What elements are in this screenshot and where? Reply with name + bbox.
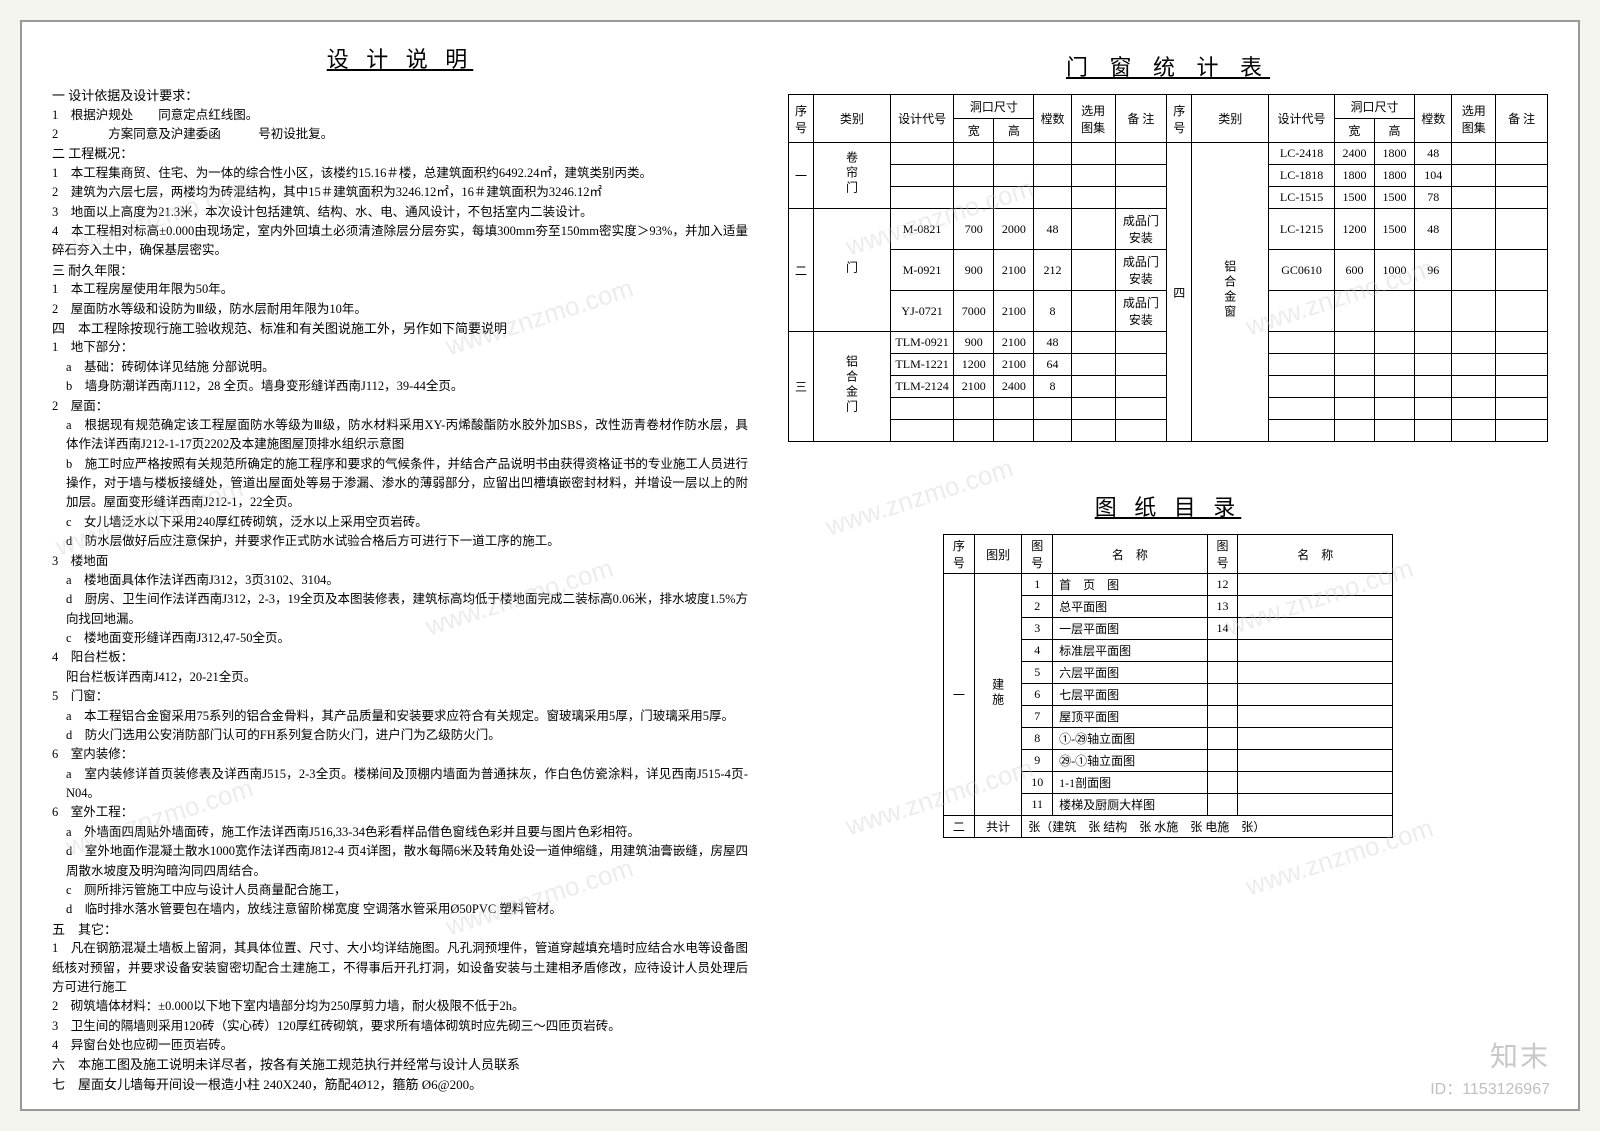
drawing-index-title: 图 纸 目 录 <box>788 490 1548 522</box>
p: a 基础：砖砌体详见结施 分部说明。 <box>52 358 748 377</box>
p: 3 卫生间的隔墙则采用120砖（实心砖）120厚红砖砌筑，要求所有墙体砌筑时应先… <box>52 1017 748 1036</box>
p: b 墙身防潮详西南J112，28 全页。墙身变形缝详西南J112，39-44全页… <box>52 377 748 396</box>
p: a 楼地面具体作法详西南J312，3页3102、3104。 <box>52 571 748 590</box>
design-notes-body: 一 设计依据及设计要求： 1 根据沪规处 同意定点红线图。 2 方案同意及沪建委… <box>52 86 748 1094</box>
p: 4 阳台栏板： <box>52 648 748 667</box>
window-stat-table: 序号类别设计代号洞口尺寸樘数选用图集备 注序号类别设计代号洞口尺寸樘数选用图集备… <box>788 94 1548 442</box>
p: a 外墙面四周贴外墙面砖，施工作法详西南J516,33-34色彩看样品借色窗线色… <box>52 823 748 842</box>
right-column: 门 窗 统 计 表 序号类别设计代号洞口尺寸樘数选用图集备 注序号类别设计代号洞… <box>788 42 1548 1089</box>
p: a 室内装修详首页装修表及详西南J515，2-3全页。楼梯间及顶棚内墙面为普通抹… <box>52 765 748 804</box>
p: 6 室内装修： <box>52 745 748 764</box>
p: 1 地下部分： <box>52 338 748 357</box>
p: c 女儿墙泛水以下采用240厚红砖砌筑，泛水以上采用空页岩砖。 <box>52 513 748 532</box>
p: 6 室外工程： <box>52 803 748 822</box>
p: 5 门窗： <box>52 687 748 706</box>
p: d 防火门选用公安消防部门认可的FH系列复合防火门，进户门为乙级防火门。 <box>52 726 748 745</box>
p: 2 砌筑墙体材料：±0.000以下地下室内墙部分均为250厚剪力墙，耐火极限不低… <box>52 997 748 1016</box>
p: 4 本工程相对标高±0.000由现场定，室内外回填土必须清渣除层分层夯实，每填3… <box>52 222 748 261</box>
p: 1 本工程房屋使用年限为50年。 <box>52 280 748 299</box>
p: 2 屋面防水等级和设防为Ⅲ级，防水层耐用年限为10年。 <box>52 300 748 319</box>
p: 2 方案同意及沪建委函 号初设批复。 <box>52 125 748 144</box>
sec1-head: 一 设计依据及设计要求： <box>52 86 748 106</box>
p: 1 本工程集商贸、住宅、为一体的综合性小区，该楼约15.16＃楼，总建筑面积约6… <box>52 164 748 183</box>
sec6-head: 六 本施工图及施工说明未详尽者，按各有关施工规范执行并经常与设计人员联系 <box>52 1055 748 1075</box>
sec5-head: 五 其它： <box>52 920 748 940</box>
p: a 根据现有规范确定该工程屋面防水等级为Ⅲ级，防水材料采用XY-丙烯酸酯防水胶外… <box>52 416 748 455</box>
p: 4 异窗台处也应砌一匝页岩砖。 <box>52 1036 748 1055</box>
sec2-head: 二 工程概况： <box>52 144 748 164</box>
design-notes-title: 设 计 说 明 <box>52 42 748 74</box>
p: 2 屋面： <box>52 397 748 416</box>
sec4-head: 四 本工程除按现行施工验收规范、标准和有关图说施工外，另作如下简要说明 <box>52 319 748 339</box>
p: d 临时排水落水管要包在墙内，放线注意留阶梯宽度 空调落水管采用Ø50PVC 塑… <box>52 900 748 919</box>
p: c 楼地面变形缝详西南J312,47-50全页。 <box>52 629 748 648</box>
footer-watermark: 知末 ID：1153126967 <box>1430 1035 1550 1099</box>
sec7-head: 七 屋面女儿墙每开间设一根造小柱 240X240，筋配4Ø12，箍筋 Ø6@20… <box>52 1075 748 1095</box>
id-line: ID：1153126967 <box>1430 1075 1550 1099</box>
p: d 室外地面作混凝土散水1000宽作法详西南J812-4 页4详图，散水每隔6米… <box>52 842 748 881</box>
p: d 防水层做好后应注意保护，并要求作正式防水试验合格后方可进行下一道工序的施工。 <box>52 532 748 551</box>
design-notes-column: 设 计 说 明 一 设计依据及设计要求： 1 根据沪规处 同意定点红线图。 2 … <box>52 42 748 1089</box>
p: 3 地面以上高度为21.3米，本次设计包括建筑、结构、水、电、通风设计，不包括室… <box>52 203 748 222</box>
p: 1 凡在钢筋混凝土墙板上留洞，其具体位置、尺寸、大小均详结施图。凡孔洞预埋件，管… <box>52 939 748 997</box>
p: d 厨房、卫生间作法详西南J312，2-3，19全页及本图装修表，建筑标高均低于… <box>52 590 748 629</box>
brand-mark: 知末 <box>1430 1035 1550 1075</box>
p: b 施工时应严格按照有关规范所确定的施工程序和要求的气候条件，并结合产品说明书由… <box>52 455 748 513</box>
window-table-title: 门 窗 统 计 表 <box>788 50 1548 82</box>
p: 3 楼地面 <box>52 552 748 571</box>
p: c 厕所排污管施工中应与设计人员商量配合施工， <box>52 881 748 900</box>
p: 2 建筑为六层七层，两楼均为砖混结构，其中15＃建筑面积为3246.12㎡，16… <box>52 183 748 202</box>
p: a 本工程铝合金窗采用75系列的铝合金骨料，其产品质量和安装要求应符合有关规定。… <box>52 707 748 726</box>
drawing-index-table: 序号图别图号名 称图号名 称一建施1首 页 图122总平面图133一层平面图14… <box>943 534 1393 838</box>
sec3-head: 三 耐久年限： <box>52 261 748 281</box>
p: 阳台栏板详西南J412，20-21全页。 <box>52 668 748 687</box>
p: 1 根据沪规处 同意定点红线图。 <box>52 106 748 125</box>
drawing-sheet: www.znzmo.com www.znzmo.com www.znzmo.co… <box>20 20 1580 1111</box>
